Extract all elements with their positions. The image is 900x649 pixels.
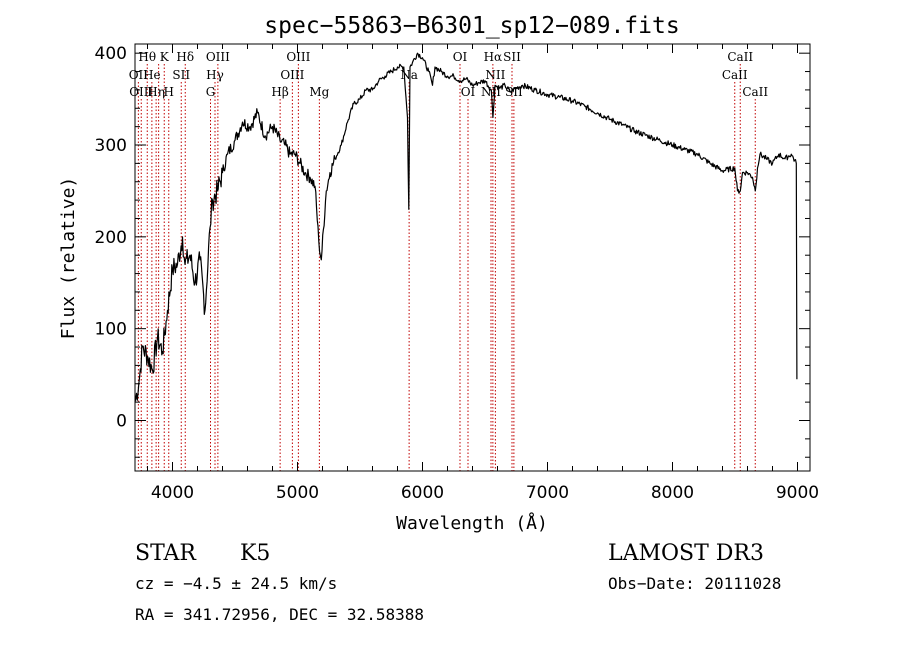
line-marker-label: G bbox=[206, 85, 216, 99]
line-marker-label: Hγ bbox=[206, 68, 224, 82]
y-tick-label: 100 bbox=[95, 320, 127, 340]
x-tick-label: 5000 bbox=[276, 483, 319, 503]
line-marker-label: OI bbox=[461, 85, 476, 99]
line-marker-label: OII bbox=[129, 68, 149, 82]
line-marker-labels: OIIOIIIHθHeHηKHSIIHδGHγOIIIHβOIIIOIIIMgN… bbox=[129, 50, 769, 99]
line-marker-label: CaII bbox=[727, 50, 753, 64]
line-marker-label: Hη bbox=[147, 85, 165, 99]
object-subclass: K5 bbox=[240, 541, 270, 566]
line-marker-label: Mg bbox=[309, 85, 329, 99]
survey-name: LAMOST DR3 bbox=[608, 541, 764, 566]
spectrum-line bbox=[134, 52, 798, 403]
line-marker-label: Hθ bbox=[138, 50, 156, 64]
line-marker-label: CaII bbox=[742, 85, 768, 99]
line-marker-label: K bbox=[160, 50, 170, 64]
line-marker-label: Hβ bbox=[271, 85, 288, 99]
line-marker-label: Na bbox=[400, 68, 418, 82]
y-tick-label: 300 bbox=[95, 136, 127, 156]
line-marker-label: OIII bbox=[286, 50, 310, 64]
x-tick-label: 7000 bbox=[526, 483, 569, 503]
object-class: STAR bbox=[135, 541, 197, 566]
line-marker-label: SII bbox=[172, 68, 190, 82]
y-tick-label: 200 bbox=[95, 228, 127, 248]
line-marker-label: OIII bbox=[206, 50, 230, 64]
line-marker-label: OIII bbox=[280, 68, 304, 82]
line-marker-label: NII bbox=[485, 68, 505, 82]
coordinates: RA = 341.72956, DEC = 32.58388 bbox=[135, 605, 424, 624]
chart-title: spec−55863−B6301_sp12−089.fits bbox=[264, 13, 679, 39]
plot-frame bbox=[134, 43, 811, 472]
line-marker-label: SII bbox=[503, 50, 521, 64]
line-marker-label: CaII bbox=[722, 68, 748, 82]
x-tick-label: 6000 bbox=[401, 483, 444, 503]
x-tick-label: 4000 bbox=[151, 483, 194, 503]
x-axis: 4000 5000 6000 7000 8000 9000 bbox=[147, 44, 819, 503]
line-marker-label: OI bbox=[453, 50, 468, 64]
y-axis: 0 100 200 300 400 bbox=[95, 44, 810, 458]
line-marker-label: Hα bbox=[484, 50, 503, 64]
line-marker-label: Hδ bbox=[176, 50, 194, 64]
redshift-value: cz = −4.5 ± 24.5 km/s bbox=[135, 574, 337, 593]
line-marker-label: He bbox=[143, 68, 161, 82]
x-axis-label: Wavelength (Å) bbox=[396, 512, 548, 534]
y-axis-label: Flux (relative) bbox=[58, 177, 79, 340]
line-markers bbox=[137, 64, 756, 471]
x-tick-label: 9000 bbox=[776, 483, 819, 503]
y-tick-label: 0 bbox=[116, 411, 127, 431]
y-tick-label: 400 bbox=[95, 44, 127, 64]
line-marker-label: H bbox=[164, 85, 174, 99]
x-tick-label: 8000 bbox=[651, 483, 694, 503]
observation-date: Obs−Date: 20111028 bbox=[608, 574, 781, 593]
